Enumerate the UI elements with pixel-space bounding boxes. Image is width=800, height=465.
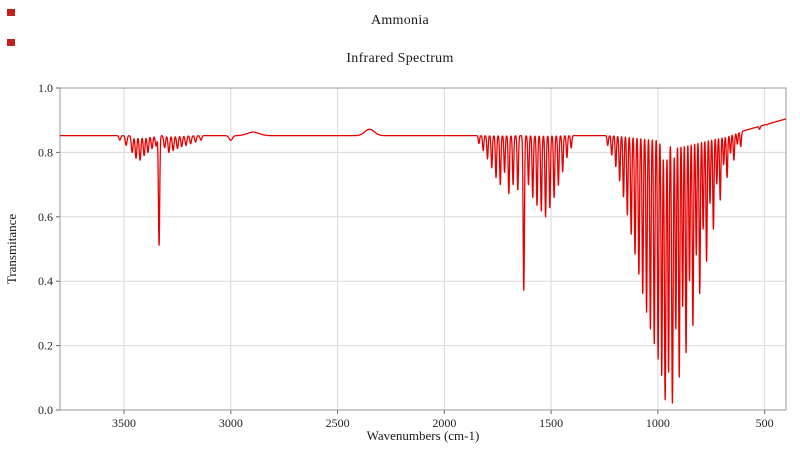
y-tick-label: 0.4: [38, 274, 53, 288]
plot-frame: [59, 87, 787, 411]
red-marker-icon: [7, 39, 15, 46]
x-tick-label: 500: [756, 416, 774, 430]
x-tick-label: 3000: [219, 416, 243, 430]
x-axis-label: Wavenumbers (cm-1): [366, 428, 480, 443]
x-tick-label: 2500: [326, 416, 350, 430]
y-tick-label: 1.0: [38, 81, 53, 95]
chart-title: Ammonia: [370, 13, 430, 28]
red-marker-icon: [7, 9, 15, 16]
chart-subtitle: Infrared Spectrum: [346, 51, 454, 66]
y-tick-label: 0.6: [38, 210, 53, 224]
y-tick-label: 0.8: [38, 145, 53, 159]
x-tick-label: 1500: [539, 416, 563, 430]
x-tick-label: 3500: [112, 416, 136, 430]
x-tick-label: 1000: [646, 416, 670, 430]
y-tick-label: 0.2: [38, 339, 53, 353]
y-tick-label: 0.0: [38, 403, 53, 417]
x-tick-label: 2000: [432, 416, 456, 430]
spectrum-line: [59, 118, 787, 404]
